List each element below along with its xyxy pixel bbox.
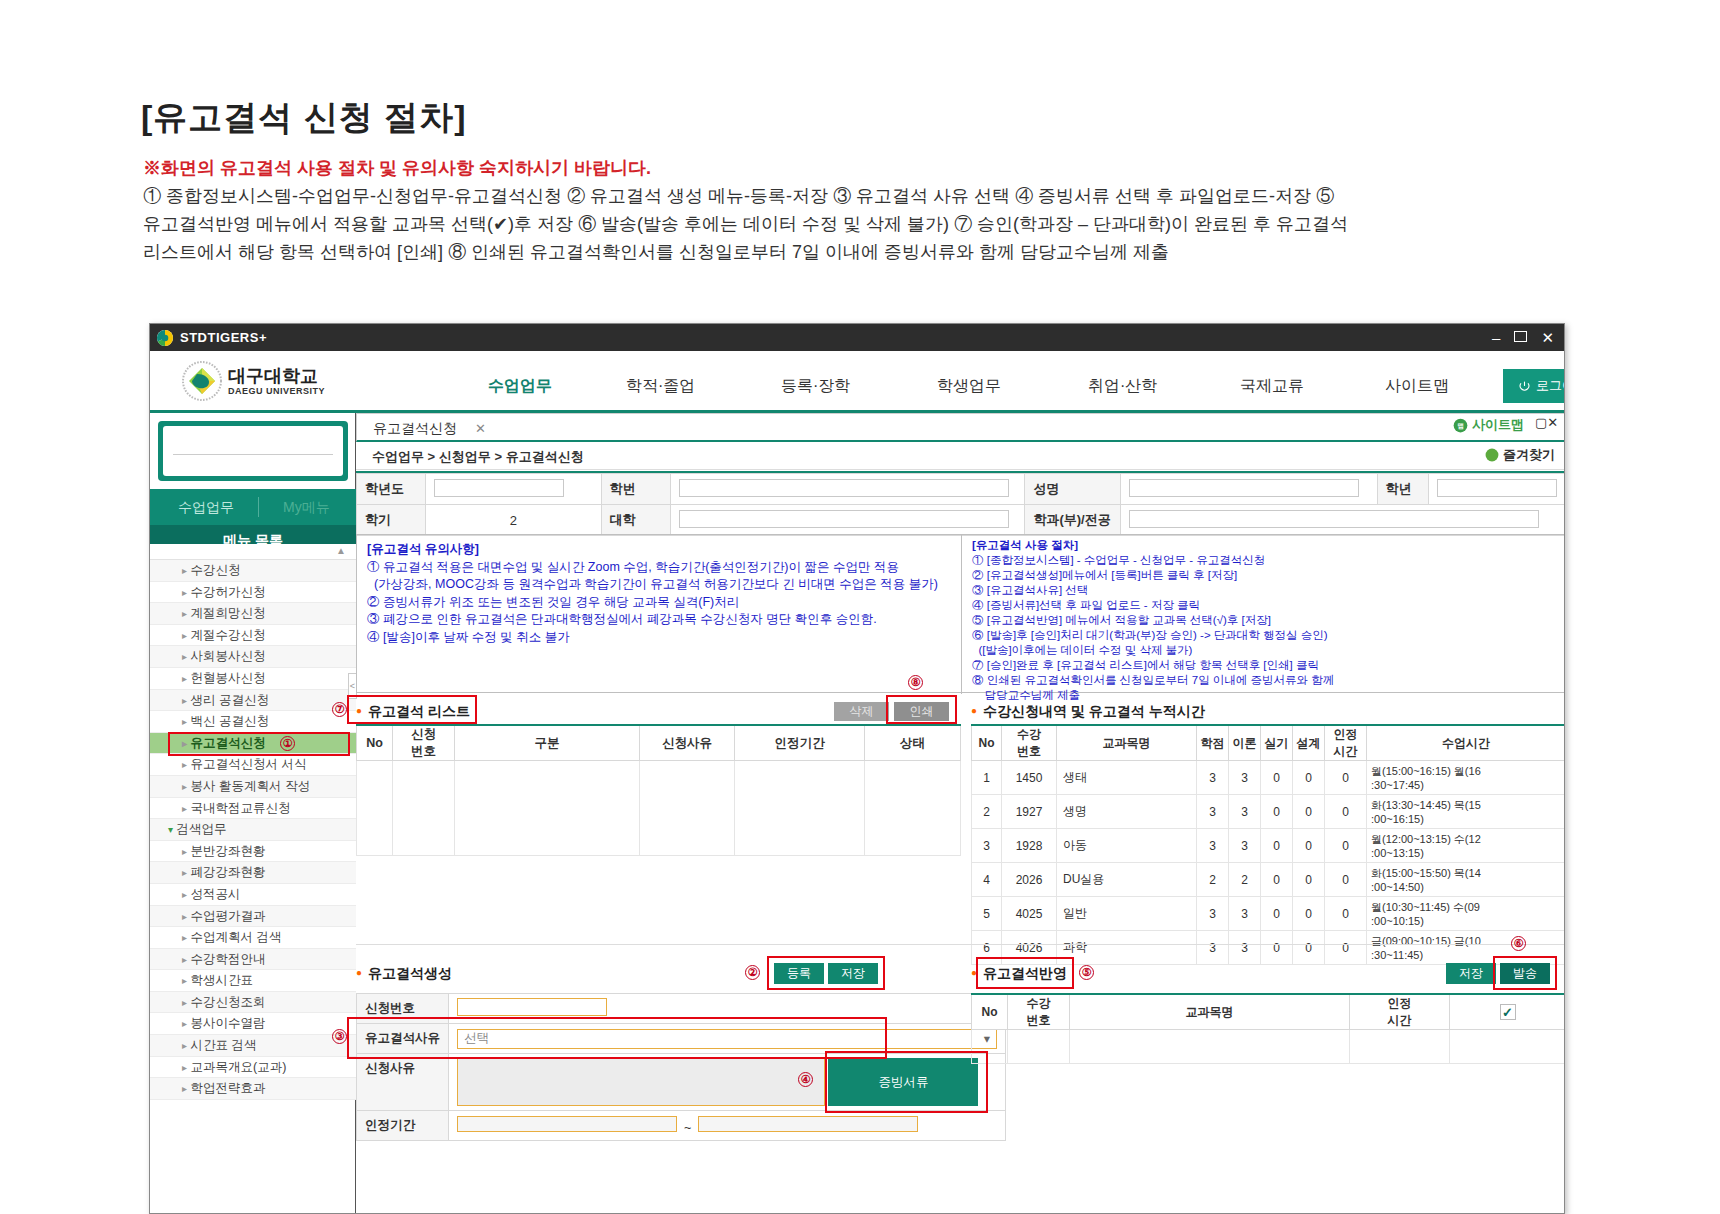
svg-text:맵: 맵 [1457,422,1463,430]
